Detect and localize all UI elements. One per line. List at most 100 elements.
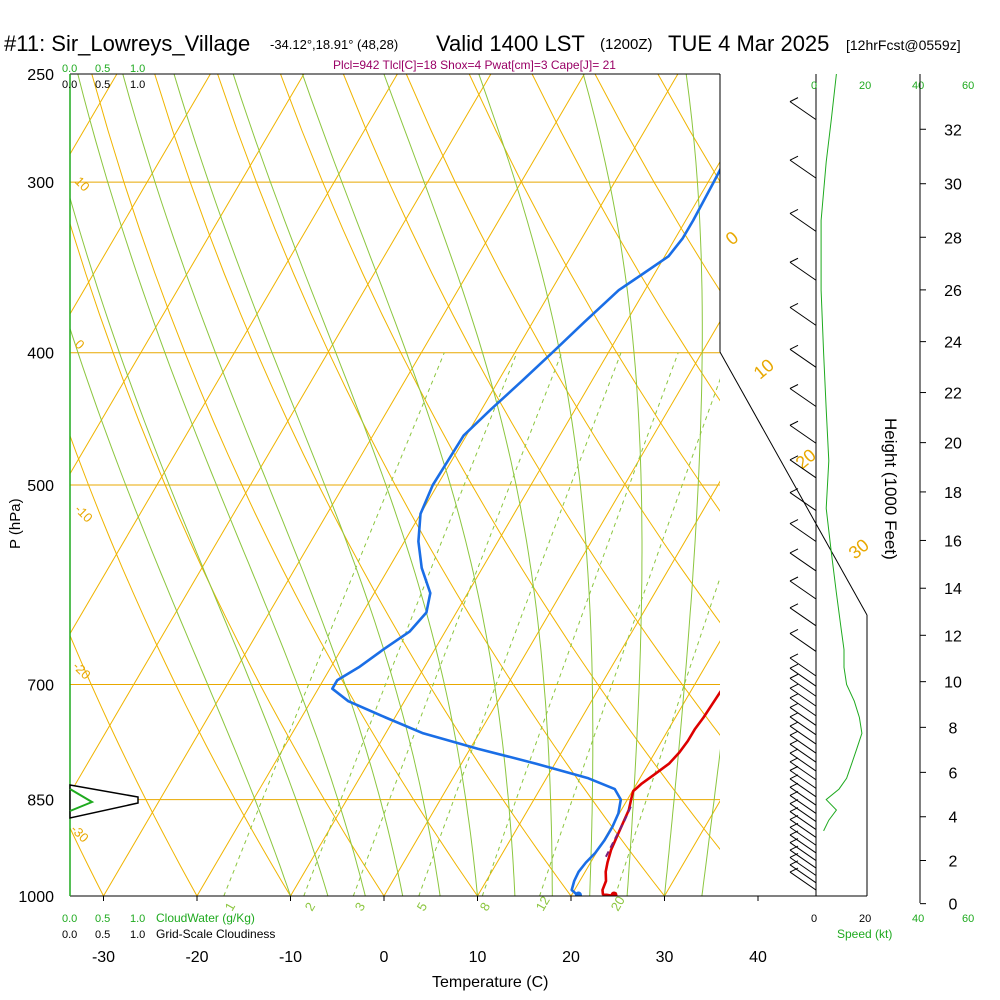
left-isotherm-label: 0 (72, 337, 88, 353)
mixing-ratio-line (614, 576, 720, 896)
wind-barb-flag (789, 853, 799, 858)
height-tick-label: 20 (944, 436, 962, 453)
cloud-top-green-1: 0.5 (95, 63, 110, 75)
wind-barb (789, 492, 817, 511)
mixing-ratio-line (481, 352, 679, 896)
x-tick-label: -10 (279, 949, 302, 966)
isotherm-line (70, 74, 211, 315)
wind-barb-flag (789, 702, 799, 708)
height-tick-label: 6 (949, 765, 958, 782)
isotherm-label: 0 (722, 227, 743, 249)
y-tick-label: 700 (27, 678, 54, 695)
isotherm-line (70, 74, 398, 635)
wind-barb (789, 826, 817, 846)
speed-bottom-40: 40 (912, 913, 924, 925)
wind-barb-flag (789, 757, 799, 763)
wind-barb-flag (789, 673, 799, 679)
cloud-bottom-black-0: 0.0 (62, 929, 77, 941)
y-tick-label: 250 (27, 67, 54, 84)
cloud-top-black-0: 0.0 (62, 79, 77, 91)
forecast-date: TUE 4 Mar 2025 (668, 31, 829, 56)
cloudwater-label: CloudWater (g/Kg) (156, 911, 255, 925)
isotherm-label: 10 (750, 355, 778, 383)
speed-top-20: 20 (859, 80, 871, 92)
dry-adiabat (217, 74, 665, 896)
cloudiness-label: Grid-Scale Cloudiness (156, 927, 275, 941)
wind-barb (789, 424, 817, 444)
sounding-indices: Plcl=942 Tlcl[C]=18 Shox=4 Pwat[cm]=3 Ca… (333, 58, 616, 72)
mixing-ratio-label: 2 (302, 900, 319, 914)
wind-barb (789, 657, 817, 677)
mixing-ratio-label: 5 (414, 900, 431, 914)
y-tick-label: 850 (27, 793, 54, 810)
wind-barb (789, 716, 817, 736)
plot-frame (69, 73, 868, 897)
mixing-ratio-line (418, 352, 622, 896)
wind-barb (789, 834, 817, 854)
moist-adiabat (383, 74, 553, 896)
mixing-ratio-label: 3 (352, 900, 369, 914)
height-tick-label: 22 (944, 386, 962, 403)
wind-barb-flag (789, 712, 799, 718)
dry-adiabat (280, 74, 720, 850)
wind-barb (789, 580, 817, 600)
dry-adiabat (405, 74, 720, 624)
cloud-bottom-green-0: 0.0 (62, 913, 77, 925)
cloud-bottom-green-2: 1.0 (130, 913, 145, 925)
x-tick-label: 0 (380, 949, 389, 966)
cloud-bottom-black-1: 0.5 (95, 929, 110, 941)
station-title: #11: Sir_Lowreys_Village (4, 31, 250, 56)
height-tick-label: 4 (949, 810, 958, 827)
wind-barb (789, 677, 817, 697)
valid-time: Valid 1400 LST (436, 31, 585, 56)
wind-barb-flag (789, 721, 799, 727)
moist-adiabat (232, 74, 478, 896)
height-tick-label: 12 (944, 628, 962, 645)
wind-barb-flag (789, 208, 799, 214)
y-axis: 250 300 400 500 700 850 1000 (18, 67, 54, 906)
height-tick-label: 16 (944, 533, 962, 550)
series-line-temperature (601, 690, 720, 896)
x-tick-label: 40 (749, 949, 767, 966)
mixing-ratio-line (303, 352, 518, 896)
cloud-top-black-1: 0.5 (95, 79, 110, 91)
height-axis-title: Height (1000 Feet) (881, 418, 900, 560)
left-isotherm-label: -30 (68, 822, 92, 846)
wind-barb-flag (789, 384, 799, 389)
speed-axis-label: Speed (kt) (837, 927, 892, 941)
wind-barb-flag (789, 576, 799, 582)
wind-barb-flag (789, 155, 799, 161)
wind-barb-flag (789, 739, 799, 745)
moist-adiabat (701, 748, 720, 896)
dry-adiabat (91, 74, 478, 896)
isotherm-line (103, 74, 585, 896)
x-axis: -30 -20 -10 0 10 20 30 40 (92, 896, 767, 966)
isotherm-line (70, 74, 492, 795)
wind-barb-flag (789, 302, 799, 308)
surface-point-dewpoint (574, 891, 582, 896)
sounding-traces (330, 167, 720, 896)
isotherm-line (70, 74, 305, 475)
wind-barb (789, 523, 817, 542)
wind-barb-flag (789, 628, 799, 634)
wind-barb (789, 348, 817, 368)
wind-barb (789, 761, 817, 781)
left-isotherm-label: -10 (72, 502, 96, 526)
moist-adiabat (664, 74, 703, 896)
dry-adiabat (70, 634, 198, 896)
mixing-ratio-label: 20 (608, 893, 628, 913)
height-tick-label: 24 (944, 335, 962, 352)
mixing-ratio-line (352, 352, 563, 896)
height-tick-label: 10 (944, 675, 962, 692)
isotherm-line (196, 74, 679, 896)
wind-barb (789, 159, 817, 179)
x-tick-label: -20 (185, 949, 208, 966)
dry-adiabat (972, 74, 1000, 896)
wind-barb (789, 819, 817, 838)
wind-panel (789, 73, 863, 891)
utc-time: (1200Z) (600, 36, 653, 53)
dry-adiabat (70, 434, 291, 896)
isotherm-line (0, 74, 23, 896)
wind-barb-flag (789, 663, 799, 669)
